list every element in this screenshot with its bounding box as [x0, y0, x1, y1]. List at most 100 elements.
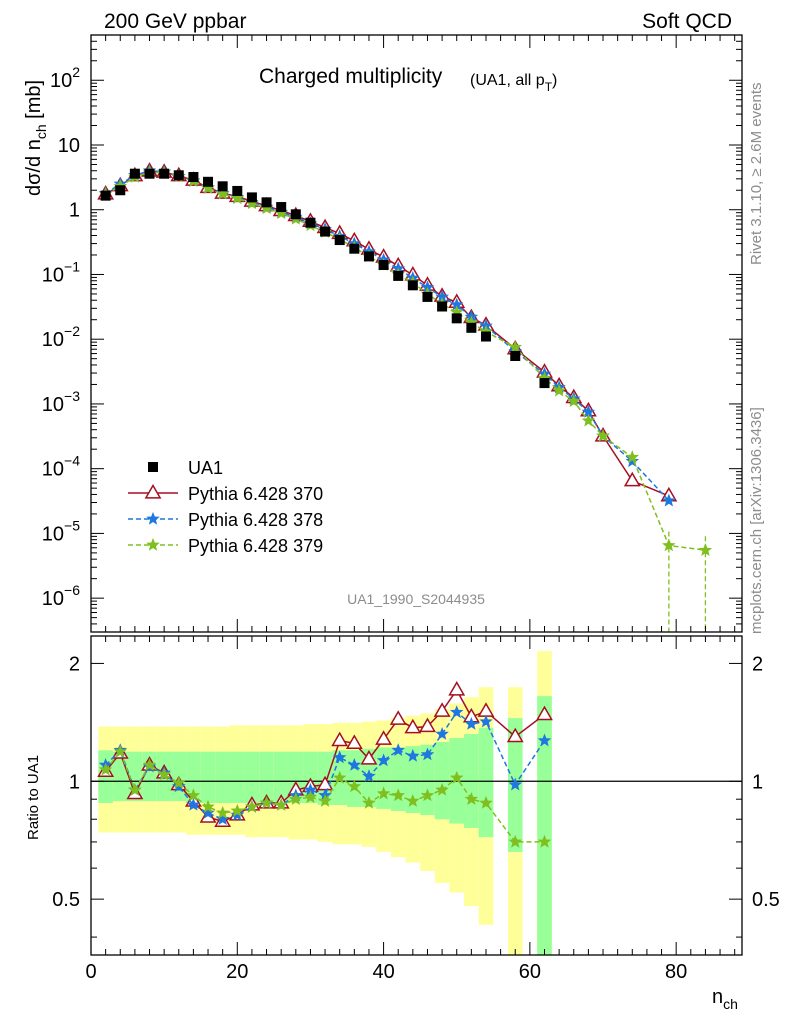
plot-frames [90, 34, 743, 956]
ratio-marker [201, 805, 215, 819]
x-tick-label: 20 [226, 961, 248, 983]
series-line [105, 169, 670, 502]
ratio-marker [331, 731, 349, 747]
ratio-marker [479, 795, 493, 809]
ratio-line [105, 750, 545, 843]
ratio-marker [230, 803, 245, 817]
y-tick-label: 10−4 [42, 453, 80, 481]
main-frame [90, 34, 743, 633]
ratio-marker [215, 812, 230, 826]
ratio-marker [404, 718, 422, 734]
ratio-marker [362, 795, 376, 809]
ratio-marker [448, 681, 466, 696]
legend-marker [146, 537, 160, 551]
ratio-marker [157, 767, 171, 781]
legend-label: Pythia 6.428 379 [188, 536, 323, 556]
ratio-marker [375, 730, 393, 745]
ratio-marker [537, 733, 552, 747]
ratio-marker [536, 705, 553, 721]
ratio-marker [406, 794, 420, 807]
series-marker [230, 191, 245, 205]
data-point [217, 181, 228, 192]
data-point [407, 280, 418, 291]
band-green [478, 727, 494, 838]
series-marker [567, 394, 581, 407]
ratio-tick-label-right: 1 [752, 771, 763, 793]
header-left: 200 GeV ppbar [104, 10, 246, 33]
ratio-marker [186, 797, 201, 811]
data-point [363, 251, 374, 262]
band-green [273, 751, 289, 804]
ratio-line [105, 711, 546, 820]
ratio-marker [360, 749, 378, 765]
y-tick-label: 10−2 [42, 323, 80, 351]
data-point [334, 235, 345, 246]
ratio-marker [362, 769, 376, 782]
ratio-tick-label-left: 2 [69, 653, 80, 675]
ratio-marker [376, 786, 391, 800]
legend-marker-data [148, 462, 158, 472]
ratio-marker [142, 757, 157, 771]
series-line [105, 170, 670, 497]
x-tick-label: 0 [85, 961, 96, 983]
main-plot-series [97, 162, 713, 632]
ratio-tick-label-left: 0.5 [52, 889, 80, 911]
y-tick-label: 102 [50, 64, 80, 92]
data-point [393, 270, 404, 281]
ratio-marker [479, 714, 493, 728]
series-marker [625, 450, 640, 463]
ratio-marker [172, 775, 186, 789]
ratio-marker [113, 744, 128, 758]
data-point [115, 185, 126, 196]
legend-label: UA1 [188, 458, 223, 478]
ratio-tick-label-left: 1 [69, 771, 80, 793]
data-point [466, 322, 477, 333]
ratio-marker [449, 770, 464, 784]
ratio-marker [406, 748, 420, 762]
ratio-marker [128, 782, 142, 796]
y-tick-label: 1 [69, 200, 80, 222]
ratio-marker [245, 799, 259, 813]
x-tick-label: 40 [372, 961, 394, 983]
ratio-marker [508, 834, 523, 848]
y-tick-label: 10−6 [42, 582, 80, 610]
ratio-marker [289, 792, 303, 805]
band-green [200, 751, 216, 804]
band-green [244, 751, 260, 804]
ratio-marker [259, 795, 274, 809]
series-marker [662, 493, 676, 507]
series-marker [596, 428, 610, 442]
band-green [537, 696, 552, 955]
ratio-marker [347, 779, 362, 793]
ratio-marker [391, 743, 405, 756]
ratio-marker [230, 807, 245, 821]
chart-subtitle: (UA1, all pT) [470, 72, 557, 94]
band-green [390, 747, 406, 811]
legend-label: Pythia 6.428 378 [188, 510, 323, 530]
legend: UA1 Pythia 6.428 370 Pythia 6.428 378 Pythi… [128, 458, 323, 556]
ratio-marker [318, 794, 332, 807]
ratio-marker [508, 777, 523, 791]
ratio-marker [201, 799, 215, 813]
data-point [539, 378, 550, 389]
y-ticks-ratio: 0.5 0.5 1 1 2 2 [52, 653, 780, 938]
ratio-marker [345, 734, 363, 749]
data-point [144, 168, 155, 179]
ratio-marker [186, 788, 201, 802]
data-point [173, 170, 184, 181]
ratio-marker [98, 762, 113, 776]
series-marker [552, 383, 566, 397]
series-marker [508, 340, 523, 353]
header-right: Soft QCD [642, 10, 732, 33]
series-marker [215, 186, 230, 200]
data-point [188, 172, 199, 183]
y-ticks-main: 102 10 1 10−1 10−2 10−3 10−4 10−5 10−6 [42, 34, 742, 633]
data-point [378, 260, 389, 271]
data-point [480, 331, 491, 342]
data-point [246, 192, 257, 203]
rivet-label: Rivet 3.1.10, ≥ 2.6M events [748, 83, 765, 266]
data-point [510, 351, 521, 362]
legend-label: Pythia 6.428 370 [188, 484, 323, 504]
ratio-marker [347, 758, 362, 771]
